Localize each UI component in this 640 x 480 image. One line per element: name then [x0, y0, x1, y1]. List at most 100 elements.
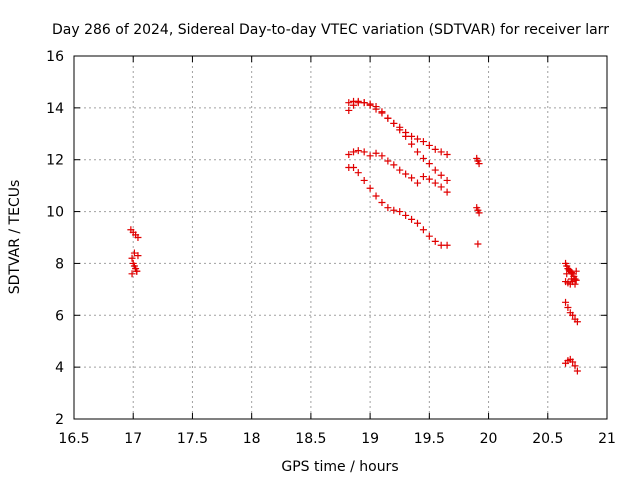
x-tick-label: 19: [361, 431, 379, 447]
data-point: [390, 119, 398, 127]
data-point: [569, 311, 577, 319]
series-sat-j: [562, 355, 581, 375]
data-point: [431, 145, 439, 153]
series-sat-g: [473, 154, 483, 248]
data-point: [390, 161, 398, 169]
data-point: [396, 208, 404, 216]
data-point: [413, 179, 421, 187]
data-point: [408, 140, 416, 148]
data-point: [378, 152, 386, 160]
y-tick-label: 2: [55, 412, 64, 428]
data-point: [572, 267, 580, 275]
data-point: [443, 176, 451, 184]
data-point: [563, 270, 571, 278]
data-point: [475, 209, 483, 217]
data-point: [425, 141, 433, 149]
data-point: [437, 148, 445, 156]
data-point: [360, 148, 368, 156]
data-point: [130, 249, 138, 257]
series-sat-d: [345, 97, 451, 184]
data-point: [378, 198, 386, 206]
y-tick-label: 8: [55, 256, 64, 272]
data-point: [133, 267, 141, 275]
data-point: [562, 298, 570, 306]
series-sat-h: [562, 259, 580, 288]
data-point: [372, 192, 380, 200]
data-point: [366, 101, 374, 109]
data-point: [567, 269, 575, 277]
data-point: [573, 318, 581, 326]
x-tick-label: 20.5: [532, 431, 563, 447]
series-sat-b: [128, 249, 142, 278]
data-point: [569, 358, 577, 366]
data-point: [425, 175, 433, 183]
x-tick-label: 16.5: [58, 431, 89, 447]
data-point: [360, 176, 368, 184]
data-point: [571, 362, 579, 370]
plot-frame: [73, 55, 608, 420]
data-point: [390, 206, 398, 214]
data-point: [134, 252, 142, 260]
data-point: [413, 219, 421, 227]
x-axis-label: GPS time / hours: [281, 459, 398, 475]
data-point: [573, 367, 581, 375]
y-tick-label: 4: [55, 360, 64, 376]
data-point: [354, 147, 362, 155]
data-point: [345, 99, 353, 107]
data-point: [474, 240, 482, 248]
data-point: [384, 157, 392, 165]
x-tick-label: 21: [598, 431, 616, 447]
data-point: [413, 148, 421, 156]
data-point: [475, 160, 483, 168]
data-point: [431, 179, 439, 187]
data-point: [402, 170, 410, 178]
y-tick-label: 10: [46, 205, 64, 221]
data-point: [443, 151, 451, 159]
data-point: [419, 138, 427, 146]
data-point: [571, 280, 579, 288]
data-point: [372, 149, 380, 157]
data-point: [345, 151, 353, 159]
data-point: [396, 166, 404, 174]
x-tick-label: 17: [124, 431, 142, 447]
data-point: [413, 135, 421, 143]
data-point: [134, 234, 142, 241]
series-sat-e: [345, 147, 451, 196]
data-point: [572, 276, 580, 284]
data-point: [384, 204, 392, 212]
series-sat-i: [562, 298, 581, 326]
data-point: [564, 304, 572, 312]
data-point: [366, 184, 374, 192]
data-point: [378, 109, 386, 117]
data-point: [350, 148, 358, 156]
data-point: [396, 126, 404, 134]
y-tick-label: 6: [55, 308, 64, 324]
data-point: [360, 99, 368, 107]
data-point: [437, 241, 445, 249]
data-point: [128, 254, 136, 262]
data-point: [443, 188, 451, 196]
data-point: [419, 226, 427, 234]
y-tick-label: 14: [46, 101, 64, 117]
x-tick-label: 20: [480, 431, 498, 447]
data-point: [402, 132, 410, 140]
data-points-layer: [127, 97, 581, 375]
data-point: [408, 174, 416, 182]
data-point: [437, 171, 445, 179]
series-sat-f: [345, 163, 451, 249]
data-point: [437, 183, 445, 191]
y-axis-label: SDTVAR / TECUs: [7, 180, 23, 295]
x-tick-label: 18: [243, 431, 261, 447]
grid-layer: [74, 56, 607, 419]
data-point: [408, 215, 416, 223]
data-point: [408, 132, 416, 140]
data-point: [431, 237, 439, 245]
data-point: [128, 270, 136, 278]
y-tick-label: 16: [46, 49, 64, 65]
data-point: [372, 105, 380, 113]
data-point: [402, 211, 410, 219]
x-tick-label: 19.5: [414, 431, 445, 447]
data-point: [567, 275, 575, 283]
data-point: [419, 173, 427, 181]
